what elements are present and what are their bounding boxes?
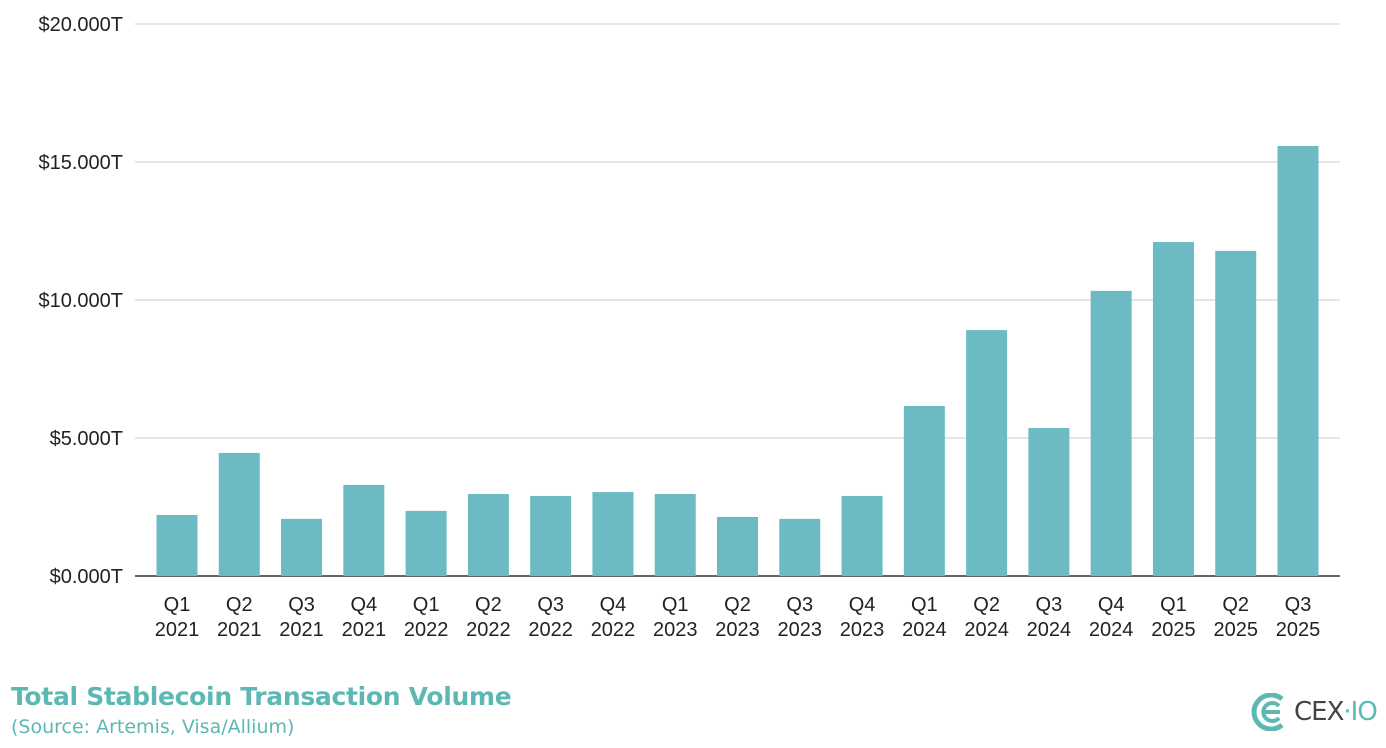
x-tick-label-quarter: Q4 xyxy=(1098,594,1125,616)
x-tick-label-quarter: Q4 xyxy=(350,594,377,616)
x-tick-label-year: 2024 xyxy=(1089,619,1134,641)
x-tick-label-quarter: Q1 xyxy=(662,594,689,616)
bar xyxy=(281,518,323,576)
y-tick-label: $10.000T xyxy=(38,290,123,312)
x-tick-label-quarter: Q3 xyxy=(786,594,813,616)
x-tick-label-quarter: Q1 xyxy=(413,594,440,616)
x-tick-label-year: 2023 xyxy=(715,619,760,641)
bar xyxy=(1277,145,1319,576)
x-tick-label-quarter: Q3 xyxy=(1036,594,1063,616)
y-tick-label: $0.000T xyxy=(50,566,123,588)
x-tick-label-year: 2021 xyxy=(217,619,262,641)
bar xyxy=(592,492,634,576)
x-tick-label-quarter: Q3 xyxy=(288,594,315,616)
bar xyxy=(1090,290,1132,576)
x-tick-label-year: 2022 xyxy=(466,619,511,641)
x-tick-label-quarter: Q2 xyxy=(475,594,502,616)
x-tick-label-quarter: Q3 xyxy=(537,594,564,616)
x-tick-label-year: 2023 xyxy=(653,619,698,641)
x-tick-label-quarter: Q4 xyxy=(849,594,876,616)
bar-chart: $0.000T $5.000T $10.000T $15.000T $20.000T Q1… xyxy=(38,14,1340,641)
cex-logo-icon xyxy=(1251,693,1284,731)
chart-title: Total Stablecoin Transaction Volume xyxy=(11,682,512,711)
bar xyxy=(405,510,447,576)
x-tick-label-year: 2024 xyxy=(902,619,947,641)
x-tick-label-quarter: Q2 xyxy=(724,594,751,616)
x-tick-label-year: 2022 xyxy=(591,619,636,641)
x-tick-label-year: 2021 xyxy=(342,619,387,641)
x-tick-label-quarter: Q1 xyxy=(1160,594,1187,616)
bar xyxy=(717,516,758,576)
x-tick-label-quarter: Q1 xyxy=(911,594,938,616)
x-tick-label-year: 2023 xyxy=(840,619,885,641)
x-tick-label-quarter: Q1 xyxy=(164,594,191,616)
y-tick-label: $15.000T xyxy=(38,152,123,174)
x-tick-label-quarter: Q3 xyxy=(1285,594,1312,616)
x-tick-label-year: 2025 xyxy=(1276,619,1321,641)
bar xyxy=(467,494,509,576)
x-tick-label-quarter: Q2 xyxy=(1222,594,1249,616)
logo-text: CEX·IO xyxy=(1294,697,1378,727)
bar xyxy=(343,484,385,576)
y-tick-label: $5.000T xyxy=(50,428,123,450)
bar xyxy=(1152,242,1194,577)
x-tick-label-year: 2022 xyxy=(404,619,449,641)
x-tick-label-year: 2021 xyxy=(279,619,324,641)
x-tick-label-quarter: Q2 xyxy=(226,594,253,616)
x-tick-label-year: 2024 xyxy=(964,619,1009,641)
bar xyxy=(654,494,696,576)
cex-io-logo: CEX·IO xyxy=(1248,693,1378,731)
chart-subtitle: (Source: Artemis, Visa/Allium) xyxy=(11,716,295,738)
x-tick-label-quarter: Q4 xyxy=(600,594,627,616)
x-tick-label-year: 2021 xyxy=(155,619,200,641)
x-tick-label-year: 2024 xyxy=(1027,619,1072,641)
x-tick-label-year: 2025 xyxy=(1213,619,1258,641)
bar xyxy=(966,330,1008,576)
x-tick-label-year: 2022 xyxy=(528,619,573,641)
y-tick-label: $20.000T xyxy=(38,14,123,36)
bar xyxy=(1028,428,1070,576)
bar xyxy=(530,495,572,576)
bar xyxy=(903,405,945,576)
bar xyxy=(841,495,883,576)
bar xyxy=(779,518,821,576)
x-tick-label-quarter: Q2 xyxy=(973,594,1000,616)
x-tick-label-year: 2023 xyxy=(778,619,823,641)
bar xyxy=(218,452,260,576)
bar xyxy=(1215,250,1257,576)
bar xyxy=(156,515,198,576)
x-tick-label-year: 2025 xyxy=(1151,619,1196,641)
